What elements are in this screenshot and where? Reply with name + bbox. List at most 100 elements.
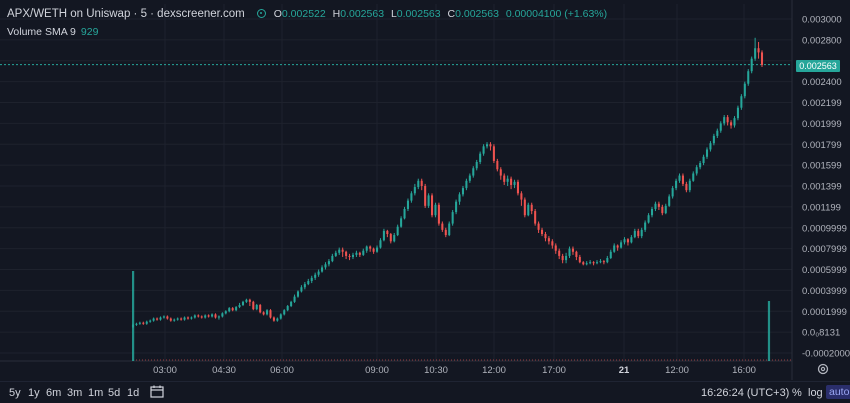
candle-body <box>544 234 547 239</box>
price-tick-label: 0.001799 <box>802 140 842 151</box>
candle-body <box>692 173 695 181</box>
open-label: O <box>273 8 282 20</box>
price-tick-label: 0.0₀8131 <box>802 328 840 339</box>
timeframe-1d[interactable]: 1d <box>127 387 140 399</box>
candle-body <box>503 175 506 182</box>
candle-body <box>389 234 392 242</box>
clock-readout: 16:26:24 (UTC+3) <box>701 387 790 399</box>
candle-body <box>513 181 516 185</box>
candle-body <box>640 229 643 237</box>
candle-body <box>424 186 427 206</box>
candle-body <box>585 263 588 265</box>
candle-body <box>644 222 647 230</box>
gear-icon[interactable] <box>816 362 830 376</box>
candle-body <box>348 255 351 257</box>
candle-body <box>747 71 750 84</box>
candle-body <box>403 208 406 219</box>
candle-body <box>506 178 509 182</box>
open-value: 0.002522 <box>281 8 326 20</box>
price-tick-label: 0.001399 <box>802 182 842 193</box>
candle-body <box>657 203 660 207</box>
candle-body <box>358 252 361 255</box>
candle-body <box>238 304 241 308</box>
candle-body <box>341 249 344 252</box>
candle-body <box>193 315 196 318</box>
candle-body <box>142 322 145 324</box>
candle-body <box>568 248 571 256</box>
chevron-up-icon[interactable] <box>256 9 266 18</box>
candle-body <box>623 239 626 243</box>
candle-body <box>427 195 430 206</box>
price-tick-label: 0.001999 <box>802 119 842 130</box>
candle-body <box>451 212 454 224</box>
price-chart[interactable]: 0.003000 0.002800 0.002400 0.002199 0.001999… <box>0 0 850 380</box>
candle-body <box>228 308 231 312</box>
candle-body <box>554 245 557 251</box>
candle-body <box>602 261 605 263</box>
close-value: 0.002563 <box>455 8 499 20</box>
timeframe-5y[interactable]: 5y <box>9 387 21 399</box>
time-tick-label: 10:30 <box>424 365 448 376</box>
candle-body <box>705 149 709 157</box>
candle-body <box>620 242 623 248</box>
candle-body <box>162 316 165 318</box>
timeframe-1y[interactable]: 1y <box>28 387 40 399</box>
candle-body <box>413 187 416 194</box>
volume-label: Volume <box>7 26 43 38</box>
candle-body <box>558 250 561 256</box>
price-tick-label: 0.003000 <box>802 15 842 26</box>
candle-body <box>437 204 440 224</box>
candle-body <box>156 318 159 320</box>
candle-body <box>269 310 272 318</box>
timeframe-3m[interactable]: 3m <box>67 387 83 399</box>
candle-body <box>221 313 224 317</box>
candle-body <box>492 146 495 161</box>
candle-body <box>386 230 389 235</box>
ohlc-values: O0.002522 H0.002563 L0.002563 C0.002563 … <box>274 8 611 20</box>
calendar-range-icon[interactable] <box>150 385 164 398</box>
candle-body <box>248 299 251 302</box>
timeframe-1m[interactable]: 1m <box>88 387 104 399</box>
candle-body <box>166 316 169 319</box>
candle-body <box>540 229 544 235</box>
bottom-toolbar: 5y 1y 6m 3m 1m 5d 1d 16:26:24 (UTC+3) % … <box>0 381 850 403</box>
candle-body <box>472 168 475 176</box>
candle-body <box>630 237 633 243</box>
candle-body <box>176 318 179 320</box>
log-scale-button[interactable]: log <box>808 387 823 399</box>
candle-body <box>661 206 664 214</box>
price-tick-label: 0.0003999 <box>802 286 847 297</box>
candle-body <box>321 267 324 272</box>
candle-body <box>204 315 207 318</box>
candle-body <box>345 251 348 256</box>
candle-body <box>211 314 214 317</box>
candle-body <box>372 248 375 252</box>
candle-body <box>324 264 327 268</box>
candle-body <box>145 321 148 324</box>
candle-body <box>259 304 262 313</box>
price-tick-label: 0.001199 <box>802 202 841 213</box>
timeframe-6m[interactable]: 6m <box>46 387 62 399</box>
auto-scale-button[interactable]: auto <box>826 385 850 399</box>
close-label: C <box>447 8 456 20</box>
candle-body <box>420 180 423 186</box>
candle-body <box>455 201 458 213</box>
candle-body <box>338 249 341 253</box>
percent-scale-button[interactable]: % <box>792 387 802 399</box>
timeframe-5d[interactable]: 5d <box>108 387 121 399</box>
candle-body <box>376 247 379 252</box>
candle-body <box>152 318 155 321</box>
candle-body <box>231 308 234 311</box>
candle-body <box>626 239 629 243</box>
candle-body <box>475 161 478 169</box>
chart-legend: APX/WETH on Uniswap · 5 · dexscreener.co… <box>7 8 611 20</box>
candle-body <box>719 123 722 131</box>
candle-body <box>461 188 464 195</box>
candle-body <box>685 183 688 191</box>
candle-body <box>135 323 138 325</box>
candle-body <box>520 193 523 200</box>
candle-body <box>214 314 217 318</box>
candle-body <box>527 204 530 216</box>
candle-body <box>571 248 574 252</box>
candle-body <box>224 311 227 314</box>
